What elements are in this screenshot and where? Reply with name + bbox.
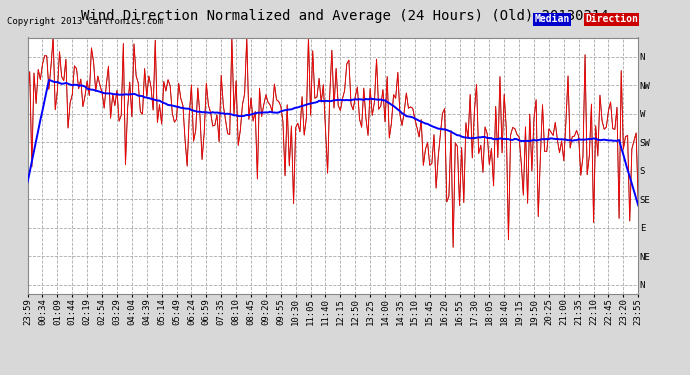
Text: Wind Direction Normalized and Average (24 Hours) (Old) 20130314: Wind Direction Normalized and Average (2… [81,9,609,23]
Text: Copyright 2013 Cartronics.com: Copyright 2013 Cartronics.com [7,17,163,26]
Text: Median: Median [535,14,570,24]
Text: Direction: Direction [585,14,638,24]
